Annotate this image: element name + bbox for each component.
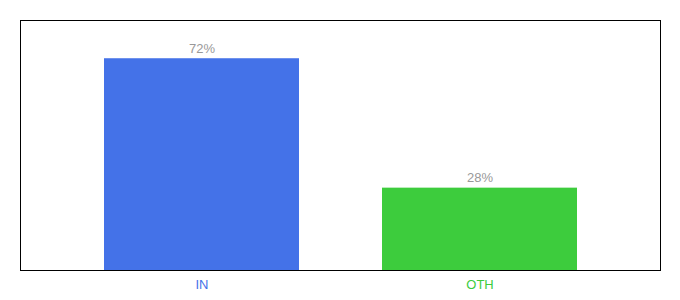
svg-text:OTH: OTH [466, 277, 493, 292]
svg-text:72%: 72% [189, 41, 215, 56]
svg-text:28%: 28% [467, 170, 493, 185]
svg-text:IN: IN [196, 277, 209, 292]
